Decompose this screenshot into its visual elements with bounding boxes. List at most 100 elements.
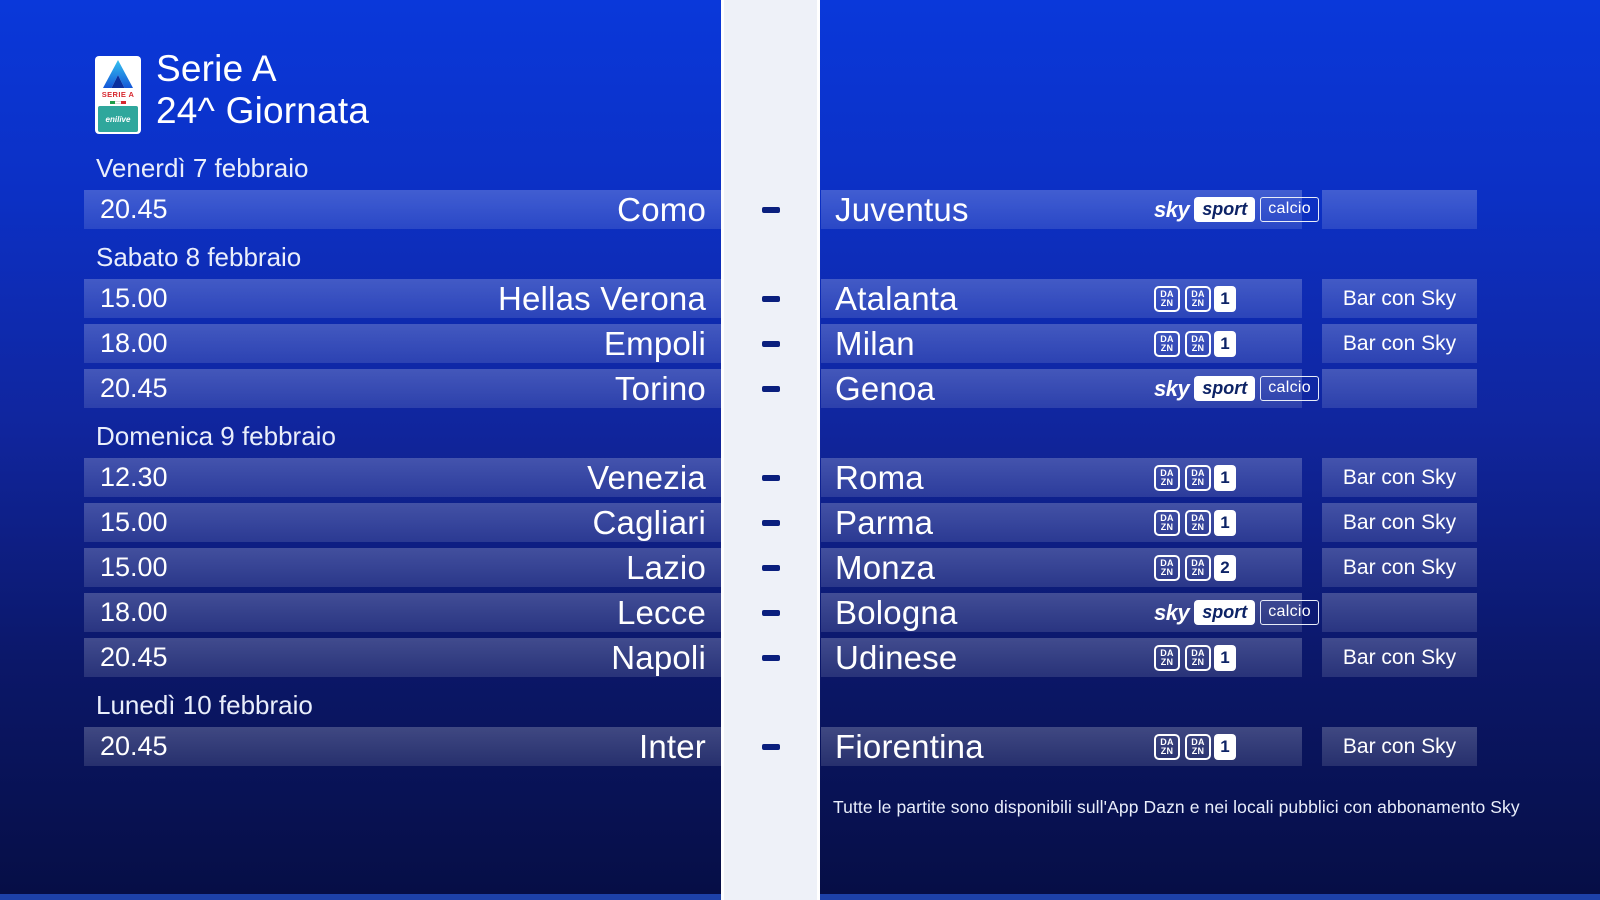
match-left-box: 18.00 Empoli [84,324,721,363]
match-right-box: Parma DA ZN DA ZN 1 [821,503,1302,542]
match-row: 20.45 Inter Fiorentina DA ZN DA ZN 1 Bar con Sky [84,727,1478,766]
enilive-badge: enilive [98,106,138,132]
dazn-icon: DA ZN [1154,285,1180,312]
dazn-icon: DA ZN [1154,509,1180,536]
match-left-box: 12.30 Venezia [84,458,721,497]
sky-wordmark: sky [1154,599,1190,625]
dazn-channel-badge: 1 [1214,733,1236,760]
match-row: 20.45 Como Juventus sky sport calcio [84,190,1478,229]
away-team-name: Monza [835,548,936,586]
dazn-letters-top: DA [1160,558,1174,568]
dazn-icon: DA ZN [1185,554,1211,581]
match-row: 12.30 Venezia Roma DA ZN DA ZN 1 Bar con Sky [84,458,1478,497]
home-team-name: Lecce [616,593,706,631]
enilive-label: enilive [105,114,131,124]
home-team-name: Inter [638,727,706,765]
dazn-icon: DA ZN [1185,733,1211,760]
dazn-letters-top: DA [1160,334,1174,344]
match-left-box: 20.45 Inter [84,727,721,766]
match-row: 20.45 Torino Genoa sky sport calcio [84,369,1478,408]
day-header: Sabato 8 febbraio [96,242,302,272]
match-row: 18.00 Lecce Bologna sky sport calcio [84,593,1478,632]
match-time: 18.00 [100,328,168,358]
match-time: 15.00 [100,507,168,537]
match-time: 20.45 [100,373,168,403]
match-right-box: Udinese DA ZN DA ZN 1 [821,638,1302,677]
match-row: 15.00 Cagliari Parma DA ZN DA ZN 1 Bar con Sky [84,503,1478,542]
dazn-icon: DA ZN [1185,644,1211,671]
dazn-icon: DA ZN [1154,644,1180,671]
dazn-icon: DA ZN [1185,464,1211,491]
title-matchday: 24^ Giornata [156,90,370,131]
broadcaster-badge: sky sport calcio [1154,190,1319,229]
match-right-box: Bologna sky sport calcio [821,593,1319,632]
separator-cell [721,593,821,632]
match-row: 18.00 Empoli Milan DA ZN DA ZN 1 Bar con Sky [84,324,1478,363]
sky-sport-calcio-logo: sky sport calcio [1154,600,1319,626]
dazn-channel-badge: 1 [1214,644,1236,671]
home-team-name: Empoli [603,324,706,362]
sky-sport-calcio-logo: sky sport calcio [1154,197,1319,223]
serie-a-wordmark: SERIE A [101,90,135,99]
dazn-logo: DA ZN DA ZN 2 [1154,554,1236,581]
match-time: 15.00 [100,552,168,582]
away-team-name: Atalanta [835,279,958,317]
match-right-box: Milan DA ZN DA ZN 1 [821,324,1302,363]
match-left-box: 15.00 Hellas Verona [84,279,721,318]
italy-flag-icon [110,101,126,104]
match-right-box: Atalanta DA ZN DA ZN 1 [821,279,1302,318]
broadcaster-badge: sky sport calcio [1154,369,1319,408]
dazn-letters-bottom: ZN [1191,476,1205,487]
separator-cell [721,503,821,542]
dazn-letters-top: DA [1191,289,1205,299]
day-header: Venerdì 7 febbraio [96,153,309,183]
availability-note: Tutte le partite sono disponibili sull'A… [833,797,1520,817]
dazn-letters-bottom: ZN [1160,476,1174,487]
separator-cell [721,458,821,497]
bar-con-sky-box: Bar con Sky [1322,548,1477,587]
separator-cell [721,190,821,229]
match-left-box: 18.00 Lecce [84,593,721,632]
dazn-logo: DA ZN DA ZN 1 [1154,464,1236,491]
dazn-letters-top: DA [1191,334,1205,344]
serie-a-enilive-logo: SERIE A enilive [95,56,141,134]
dazn-letters-bottom: ZN [1191,521,1205,532]
page-title: Serie A 24^ Giornata [156,48,369,132]
match-row: 15.00 Hellas Verona Atalanta DA ZN DA ZN 1 Bar c… [84,279,1478,318]
bar-con-sky-box: Bar con Sky [1322,458,1477,497]
dazn-logo: DA ZN DA ZN 1 [1154,285,1236,312]
separator-cell [721,369,821,408]
away-team-name: Fiorentina [835,727,984,765]
away-team-name: Roma [835,458,924,496]
dazn-letters-bottom: ZN [1191,342,1205,353]
day-header: Domenica 9 febbraio [96,421,336,451]
broadcaster-badge: DA ZN DA ZN 1 [1154,727,1236,766]
bar-con-sky-box [1322,190,1477,229]
dazn-channel-badge: 1 [1214,464,1236,491]
bar-con-sky-label: Bar con Sky [1342,645,1457,669]
dazn-logo: DA ZN DA ZN 1 [1154,733,1236,760]
bar-con-sky-label: Bar con Sky [1342,734,1457,758]
home-team-name: Cagliari [592,503,706,541]
bar-con-sky-label: Bar con Sky [1342,331,1457,355]
dazn-logo: DA ZN DA ZN 1 [1154,330,1236,357]
dazn-letters-bottom: ZN [1160,566,1174,577]
separator-cell [721,548,821,587]
dazn-letters-top: DA [1191,558,1205,568]
away-team-name: Bologna [835,593,958,631]
bar-con-sky-label: Bar con Sky [1342,286,1457,310]
schedule-list: Venerdì 7 febbraio 20.45 Como Juventus sky sp… [84,140,1478,772]
match-right-box: Roma DA ZN DA ZN 1 [821,458,1302,497]
match-left-box: 20.45 Napoli [84,638,721,677]
dazn-letters-bottom: ZN [1160,342,1174,353]
sky-sport-box: sport [1194,197,1256,222]
dazn-letters-top: DA [1160,468,1174,478]
sky-wordmark: sky [1154,375,1190,401]
bar-con-sky-box: Bar con Sky [1322,503,1477,542]
dazn-letters-top: DA [1160,289,1174,299]
home-team-name: Torino [614,369,706,407]
dash-separator-icon [762,609,780,616]
home-team-name: Napoli [611,638,706,676]
